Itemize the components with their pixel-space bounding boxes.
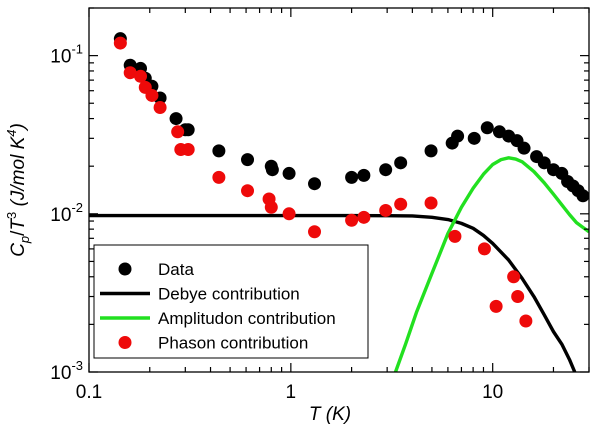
x-tick-label-2: 10 (482, 382, 503, 403)
series-3-point-6 (171, 125, 185, 139)
x-axis-unit: (K) (321, 404, 352, 425)
y-label-slash: / (8, 230, 29, 236)
y-label-unit-post: ) (8, 123, 29, 131)
series-0-point-22 (467, 131, 481, 145)
series-0-point-21 (451, 129, 465, 143)
series-3-point-15 (345, 213, 359, 227)
series-0-point-16 (357, 168, 371, 182)
series-3-point-13 (282, 207, 296, 221)
series-3-point-23 (507, 270, 521, 284)
series-0-point-29 (537, 156, 551, 170)
series-3-point-25 (519, 314, 533, 328)
x-tick-label-0: 0.1 (76, 382, 102, 403)
series-0-point-35 (576, 189, 589, 203)
series-line-1 (89, 213, 577, 372)
y-tick-label-1: 10-2 (50, 200, 83, 226)
series-3-point-19 (424, 196, 438, 210)
series-0-point-10 (241, 153, 255, 167)
legend-item-0: Data (118, 260, 194, 279)
legend-item-1: Debye contribution (100, 285, 300, 304)
series-3-point-5 (153, 100, 167, 114)
series-0-point-9 (212, 144, 226, 158)
series-3-point-21 (477, 242, 491, 256)
y-label-unit-pre: (J/mol K (8, 135, 29, 211)
legend-label-3: Phason contribution (158, 334, 308, 353)
series-3-point-24 (511, 290, 525, 304)
series-3-point-2 (134, 69, 148, 83)
series-0-point-12 (265, 163, 279, 177)
x-tick-label-1: 1 (286, 382, 297, 403)
series-0-point-6 (169, 112, 183, 126)
series-0-point-19 (424, 144, 438, 158)
y-axis-label: Cp/T3 (J/mol K4) (4, 123, 32, 257)
y-label-t: T (8, 218, 29, 231)
x-axis-var: T (309, 404, 322, 425)
legend-label-0: Data (158, 260, 194, 279)
series-3-point-1 (123, 66, 137, 80)
series-3-point-8 (181, 143, 195, 156)
series-3-point-18 (394, 197, 408, 211)
plot-frame (88, 7, 590, 373)
series-0-point-17 (379, 163, 393, 177)
y-tick-label-2: 10-3 (50, 358, 83, 384)
series-3-point-0 (113, 36, 127, 50)
series-3-point-16 (357, 210, 371, 224)
series-layer (89, 32, 589, 372)
tick-labels: 0.1 1 10 10-1 10-2 10-3 (50, 42, 503, 403)
y-tick-label-0: 10-1 (50, 42, 83, 68)
series-3-point-9 (212, 170, 226, 184)
series-3-point-10 (241, 184, 255, 198)
legend-item-2: Amplitudon contribution (100, 309, 336, 328)
legend: Data Debye contribution Amplitudon contrib… (93, 244, 369, 359)
ticks-layer (88, 7, 590, 373)
y-label-c: C (8, 243, 29, 257)
series-0-point-14 (308, 177, 322, 191)
y-label-sup3: 3 (4, 212, 19, 219)
series-0-point-27 (517, 141, 531, 155)
series-3-point-14 (308, 225, 322, 239)
legend-marker-0 (118, 262, 132, 276)
series-3-point-17 (379, 203, 393, 217)
y-label-sup4: 4 (4, 130, 19, 137)
series-3-point-12 (264, 200, 278, 214)
series-0-point-8 (181, 123, 195, 137)
series-3-point-20 (448, 229, 462, 243)
series-3-point-4 (145, 88, 159, 102)
y-label-sub: p (17, 236, 32, 244)
legend-items: Data Debye contribution Amplitudon contrib… (100, 260, 336, 353)
legend-item-3: Phason contribution (118, 334, 308, 353)
legend-marker-3 (118, 336, 132, 349)
series-line-2 (393, 156, 589, 372)
legend-label-1: Debye contribution (158, 285, 300, 304)
legend-label-2: Amplitudon contribution (158, 309, 336, 328)
series-0-point-15 (345, 170, 359, 184)
series-3-point-22 (489, 299, 503, 313)
series-0-point-23 (480, 121, 494, 135)
series-0-point-18 (394, 156, 408, 170)
series-0-point-13 (282, 166, 296, 180)
legend-box (93, 244, 369, 359)
x-axis-label: T (K) (309, 404, 351, 425)
